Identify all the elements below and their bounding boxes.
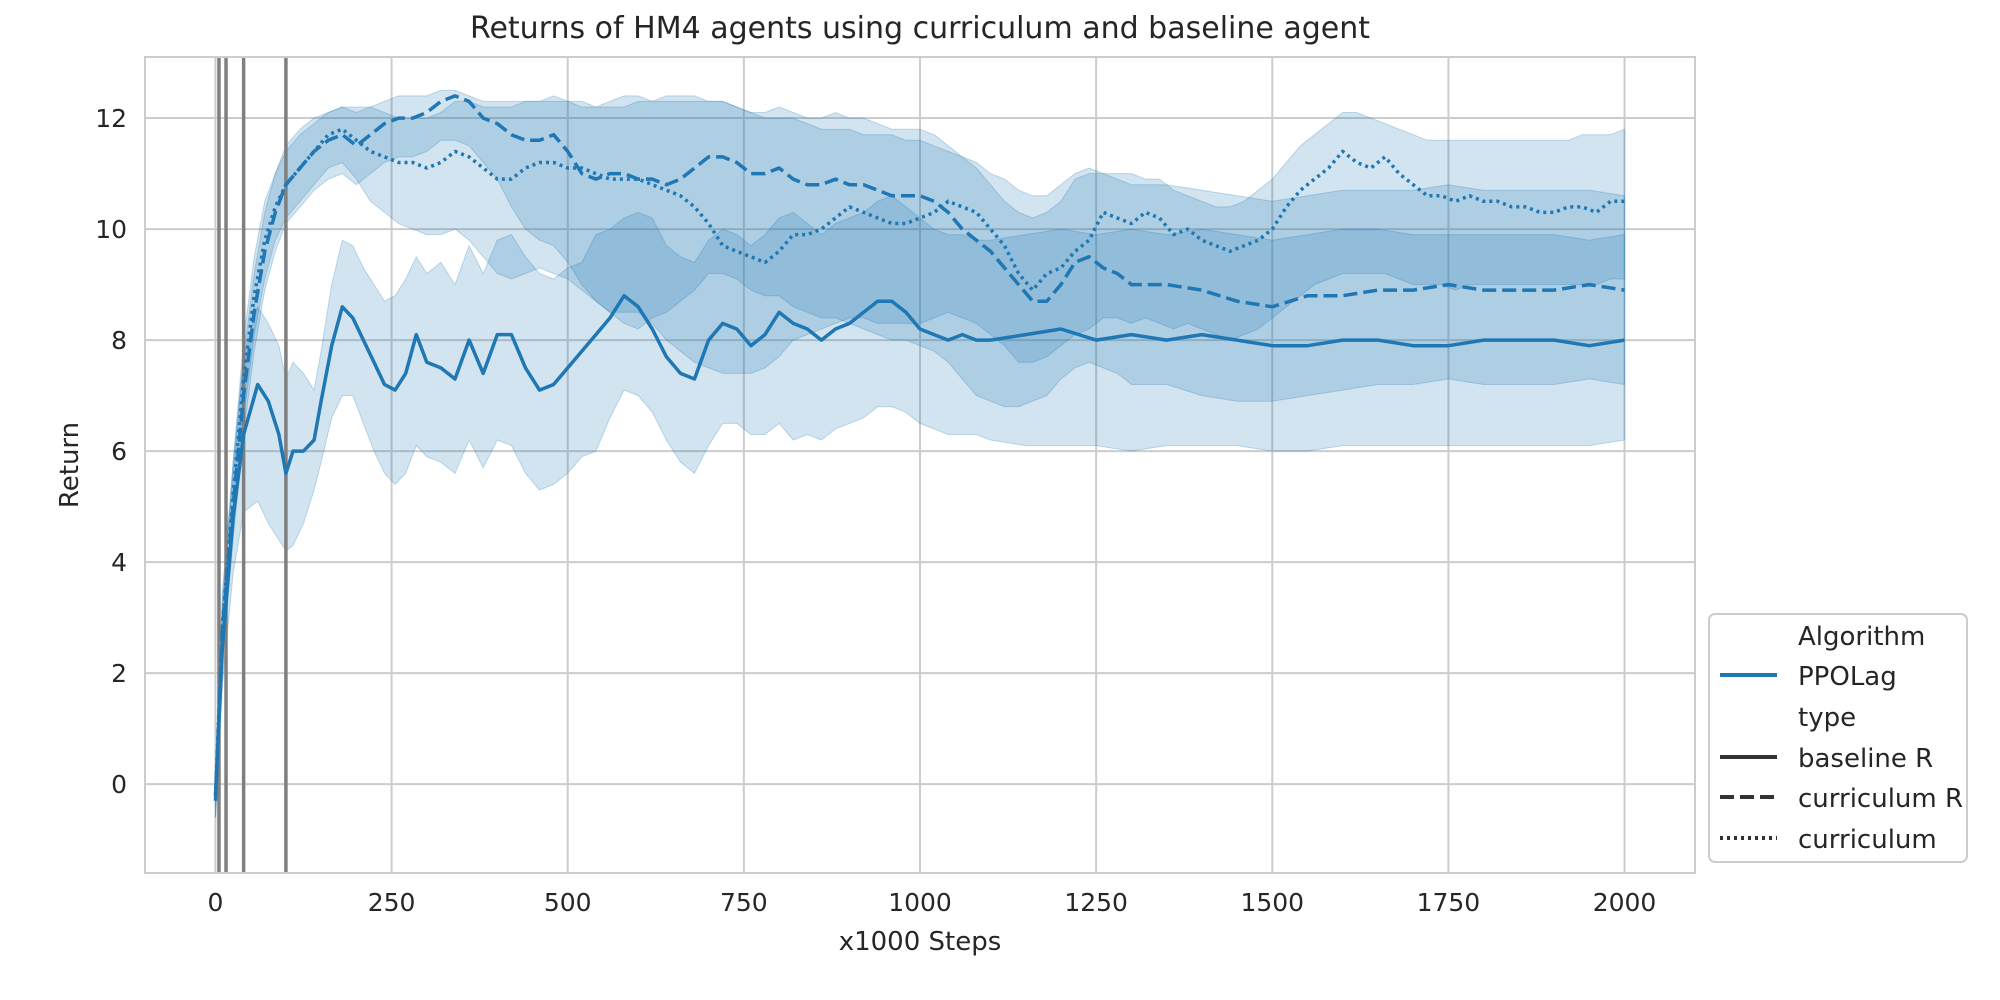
x-tick-label: 750 [720,888,768,917]
legend-header-algorithm: Algorithm [1798,622,1925,652]
x-tick-label: 1250 [1064,888,1128,917]
legend-entry-baseline-r: baseline R [1798,744,1933,774]
y-tick-label: 12 [95,104,127,133]
y-tick-labels: 0 2 4 6 8 10 12 [95,104,127,799]
legend-header-type: type [1798,703,1856,733]
y-tick-label: 2 [111,659,127,688]
x-tick-label: 1000 [888,888,952,917]
series-line-curriculum [213,127,1625,796]
x-tick-label: 1750 [1417,888,1481,917]
y-tick-label: 6 [111,437,127,466]
chart-title: Returns of HM4 agents using curriculum a… [470,11,1370,46]
legend: Algorithm PPOLag type baseline R curricu… [1708,613,1968,863]
x-tick-label: 0 [208,888,224,917]
ci-band-curriculum-r [215,89,1625,818]
x-tick-label: 250 [368,888,416,917]
x-tick-label: 500 [544,888,592,917]
x-tick-label: 1500 [1240,888,1304,917]
y-tick-label: 4 [111,548,127,577]
series-line-curriculum-r [213,94,1625,801]
series-line-baseline-r [213,293,1625,796]
y-tick-label: 0 [111,770,127,799]
y-axis-label: Return [55,422,85,508]
ci-band-curriculum [215,95,1625,818]
grid [145,57,1695,873]
x-axis-label: x1000 Steps [839,927,1002,957]
series-lines [213,94,1625,801]
legend-entry-curriculum: curriculum [1798,825,1937,855]
legend-entry-curriculum-r: curriculum R [1798,784,1963,814]
x-tick-label: 2000 [1593,888,1657,917]
y-tick-label: 10 [95,215,127,244]
plot-frame [144,56,1696,874]
y-tick-label: 8 [111,326,127,355]
legend-entry-ppolag: PPOLag [1798,662,1897,692]
ci-band-baseline-r [215,195,1625,818]
confidence-bands [215,89,1625,818]
x-tick-labels: 0 250 500 750 1000 1250 1500 1750 2000 [208,888,1657,917]
